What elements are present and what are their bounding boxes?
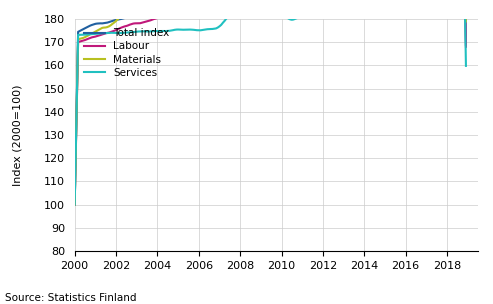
Materials [71,203,77,206]
Total index [71,203,77,206]
Line: Labour: Labour [74,0,466,205]
Line: Services: Services [74,0,466,205]
Y-axis label: Index (2000=100): Index (2000=100) [12,84,22,186]
Line: Total index: Total index [74,0,466,205]
Total index [170,2,176,5]
Services [170,28,176,32]
Total index [463,43,469,47]
Labour [170,11,176,14]
Services [172,28,177,32]
Labour [463,45,469,49]
Services [463,64,469,68]
Labour [172,10,177,14]
Text: Source: Statistics Finland: Source: Statistics Finland [5,293,137,303]
Materials [463,19,469,23]
Services [71,203,77,206]
Labour [71,203,77,206]
Line: Materials: Materials [74,0,466,205]
Services [325,2,331,6]
Legend: Total index, Labour, Materials, Services: Total index, Labour, Materials, Services [80,24,174,82]
Total index [172,1,177,5]
